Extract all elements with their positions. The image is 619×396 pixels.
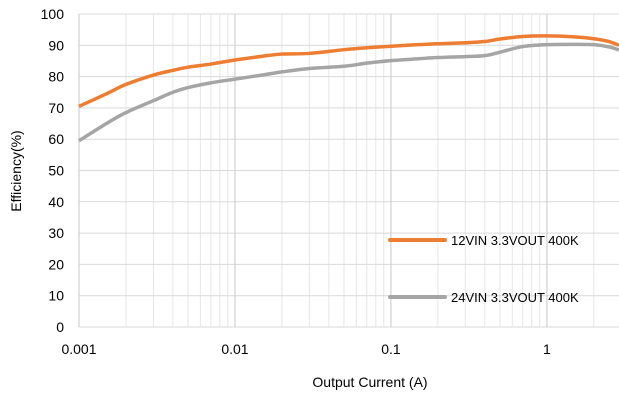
series-line-24vin	[78, 42, 619, 143]
x-tick-label: 0.1	[381, 341, 401, 357]
y-tick-label: 60	[48, 131, 64, 147]
y-tick-label: 30	[48, 225, 64, 241]
y-tick-label: 100	[41, 6, 65, 22]
x-axis-title: Output Current (A)	[312, 374, 427, 390]
x-tick-label: 1	[543, 341, 551, 357]
y-tick-label: 50	[48, 163, 64, 179]
legend-label-12vin: 12VIN 3.3VOUT 400K	[451, 233, 579, 248]
major-gridlines	[78, 13, 619, 328]
legend: 12VIN 3.3VOUT 400K 24VIN 3.3VOUT 400K	[388, 233, 579, 305]
y-tick-label: 70	[48, 100, 64, 116]
y-tick-label: 90	[48, 37, 64, 53]
y-tick-label: 40	[48, 194, 64, 210]
x-tick-label: 0.001	[61, 341, 96, 357]
y-tick-label: 20	[48, 256, 64, 272]
series-line-12vin	[78, 34, 619, 108]
legend-label-24vin: 24VIN 3.3VOUT 400K	[451, 290, 579, 305]
x-tick-labels: 0.001 0.01 0.1 1	[61, 341, 551, 357]
y-axis-title: Efficiency(%)	[8, 130, 24, 211]
y-tick-labels: 0 10 20 30 40 50 60 70 80 90 100	[41, 6, 65, 335]
y-tick-label: 0	[56, 319, 64, 335]
x-tick-label: 0.01	[221, 341, 248, 357]
y-tick-label: 80	[48, 69, 64, 85]
y-tick-label: 10	[48, 288, 64, 304]
series-lines	[78, 34, 619, 143]
